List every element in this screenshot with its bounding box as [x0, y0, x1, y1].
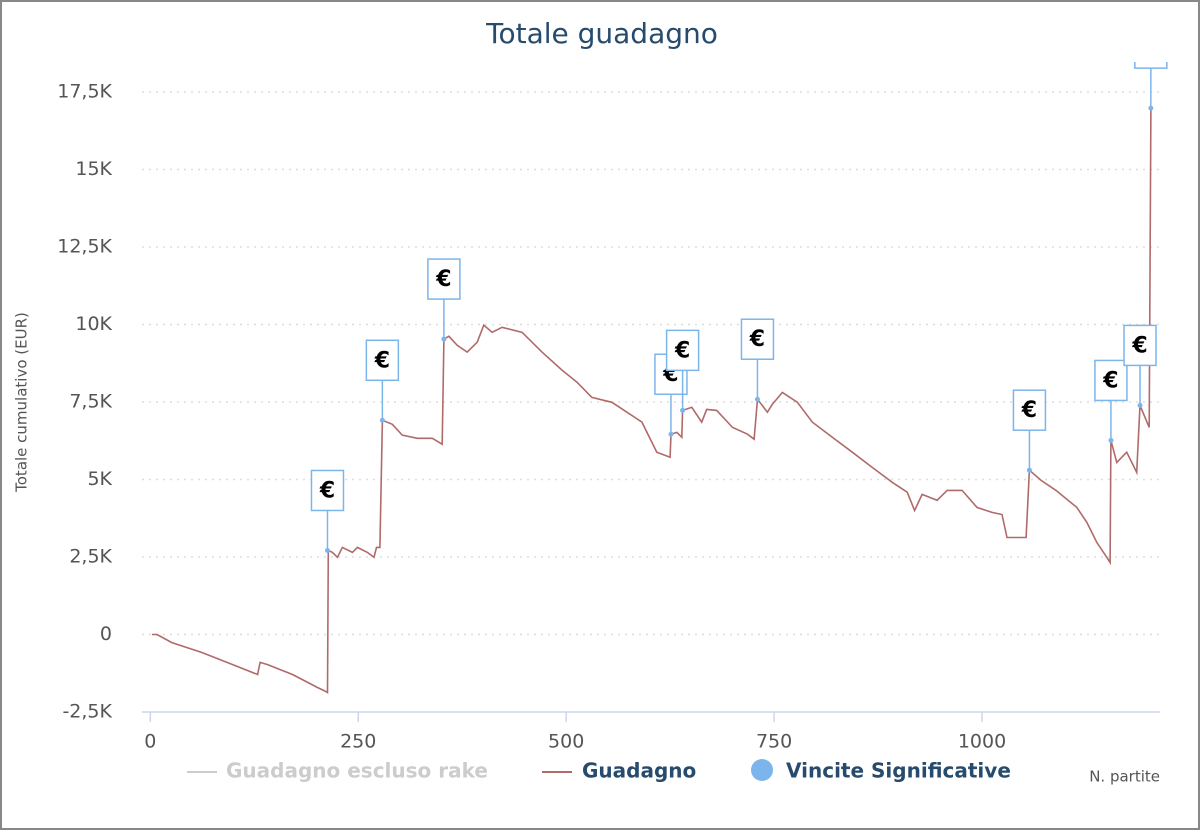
flag-label: €	[1142, 36, 1158, 61]
y-tick-label: -2,5K	[62, 701, 112, 723]
flag-point	[1108, 437, 1114, 443]
flag-point	[680, 407, 686, 413]
flag-point	[1137, 402, 1143, 408]
legend-swatch	[751, 759, 773, 781]
flag-point	[441, 336, 447, 342]
y-tick-label: 10K	[75, 313, 112, 335]
legend-label[interactable]: Guadagno	[582, 759, 696, 783]
x-tick-label: 1000	[958, 731, 1006, 753]
flag-box	[1094, 359, 1128, 402]
flag-label: €	[749, 327, 765, 352]
y-tick-label: 7,5K	[69, 391, 112, 413]
flag-point	[668, 431, 674, 437]
y-tick-label: 12,5K	[57, 236, 112, 258]
x-tick-label: 750	[756, 731, 792, 753]
line-series	[152, 108, 1152, 694]
y-tick-label: 15K	[75, 158, 112, 180]
flag-box	[1012, 389, 1047, 431]
flag-box	[310, 469, 345, 512]
plot-area: €€€€€ €€€€€	[152, 36, 1168, 694]
flag-box	[1134, 62, 1168, 69]
x-tick-label: 250	[340, 731, 376, 753]
flag-box	[1123, 324, 1157, 367]
flag-label: €	[674, 338, 690, 363]
flag-label: €	[1021, 398, 1037, 423]
flag-point	[754, 396, 760, 402]
x-tick-label: 500	[548, 731, 584, 753]
chart-title: Totale guadagno	[485, 17, 718, 50]
flag-point	[1026, 467, 1032, 473]
flag-point	[379, 417, 385, 423]
legend-label[interactable]: Guadagno escluso rake	[226, 759, 488, 783]
flag-point	[1148, 105, 1154, 111]
y-tick-label: 5K	[87, 468, 112, 490]
flag-label: €	[1102, 368, 1118, 393]
flag-label: €	[1131, 333, 1147, 358]
x-tick-label: 0	[144, 731, 156, 753]
flag-label: €	[374, 348, 390, 373]
flag-label: €	[319, 478, 335, 503]
flag-box	[365, 339, 400, 382]
legend-label[interactable]: Vincite Significative	[786, 759, 1011, 783]
flag-label: €	[435, 267, 451, 292]
flag-box	[427, 258, 461, 300]
y-tick-label: 0	[100, 623, 112, 645]
flag-box	[665, 329, 700, 372]
x-axis-title: N. partite	[1089, 768, 1160, 786]
flag-point	[324, 547, 330, 553]
flag-box	[740, 318, 775, 360]
y-tick-label: 2,5K	[69, 546, 112, 568]
y-tick-label: 17,5K	[57, 81, 112, 103]
y-axis-title: Totale cumulativo (EUR)	[13, 312, 31, 493]
